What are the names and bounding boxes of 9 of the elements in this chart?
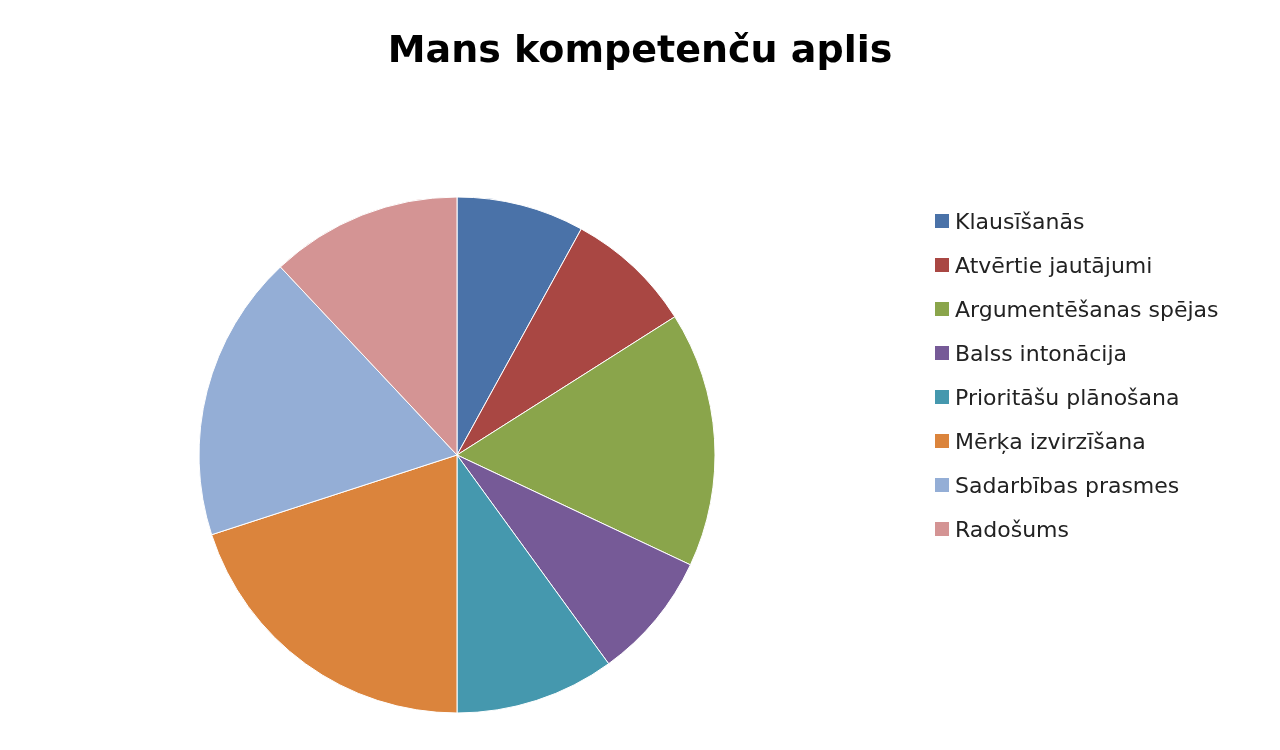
legend-label: Sadarbības prasmes (955, 472, 1180, 498)
legend-label: Prioritāšu plānošana (955, 384, 1180, 410)
legend-label: Radošums (955, 516, 1070, 542)
legend-label: Balss intonācija (955, 340, 1127, 366)
legend-label: Klausīšanās (955, 208, 1085, 234)
legend-label: Argumentēšanas spējas (955, 296, 1219, 322)
chart-title: Mans kompetenču aplis (387, 27, 893, 71)
legend-label: Atvērtie jautājumi (955, 252, 1153, 278)
legend-label: Mērķa izvirzīšana (955, 428, 1146, 454)
